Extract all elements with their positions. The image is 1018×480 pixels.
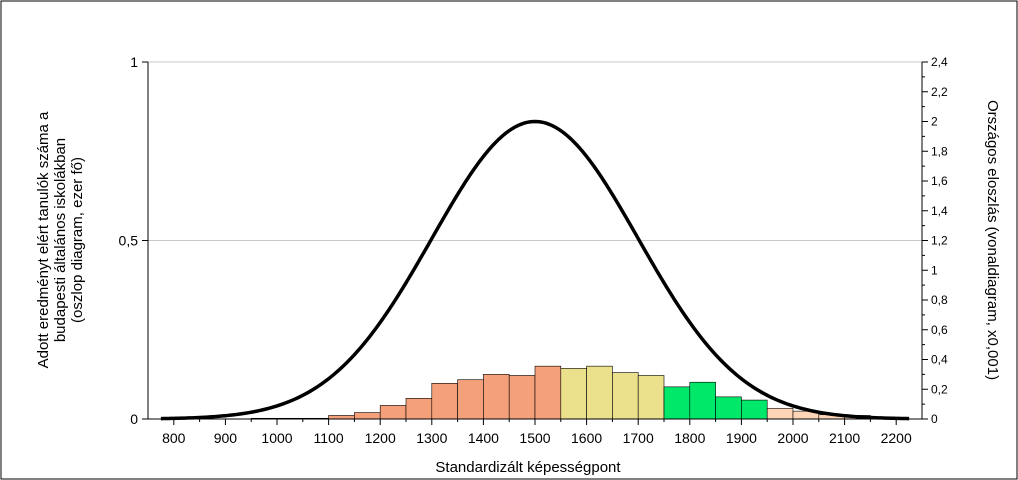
gridlines: [148, 61, 922, 241]
bar: [741, 399, 768, 420]
bar: [637, 375, 665, 420]
bar: [328, 415, 355, 420]
x-tick-label: 1700: [623, 430, 654, 446]
y-right-tick-label: 0,4: [931, 353, 948, 367]
y-right-tick-label: 0,8: [931, 293, 948, 307]
bar: [612, 372, 639, 420]
y-right-tick-label: 0,2: [931, 382, 948, 396]
distribution-line: [160, 119, 910, 421]
bar: [379, 405, 407, 420]
bar: [715, 396, 742, 420]
bar: [508, 375, 536, 420]
y-right-axis-title: Országos eloszlás (vonaldiagram, x0,001): [984, 100, 1001, 380]
y-left-tick-label: 0,5: [119, 233, 139, 249]
bar: [431, 382, 458, 420]
x-tick-label: 2100: [829, 430, 860, 446]
bar: [560, 368, 587, 420]
y-left-axis-title: Adott eredményt elért tanulók száma a bu…: [35, 111, 86, 368]
bar: [663, 386, 691, 420]
y-right-tick-label: 2,2: [931, 85, 948, 99]
bars: [250, 365, 897, 420]
svg-text:Adott eredményt elért tanulók: Adott eredményt elért tanulók száma a: [35, 111, 52, 368]
svg-text:(oszlop diagram, ezer fő): (oszlop diagram, ezer fő): [69, 157, 86, 323]
x-tick-label: 1200: [365, 430, 396, 446]
y-right-tick-label: 2: [931, 115, 938, 129]
x-tick-label: 1400: [468, 430, 499, 446]
bar: [457, 379, 484, 420]
x-tick-label: 1800: [674, 430, 705, 446]
y-right-tick-label: 1: [931, 263, 938, 277]
x-tick-label: 1300: [416, 430, 447, 446]
y-right-tick-labels: 0 0,2 0,4 0,6 0,8 1 1,2 1,4 1,6 1,8 2 2,2 2,4: [931, 55, 948, 426]
y-right-tick-label: 2,4: [931, 55, 948, 69]
y-right-tick-label: 0,6: [931, 323, 948, 337]
x-axis-title: Standardizált képességpont: [435, 459, 621, 476]
y-right-tick-label: 1,6: [931, 174, 948, 188]
y-right-tick-label: 0: [931, 412, 938, 426]
bar: [689, 381, 716, 420]
x-tick-label: 1500: [519, 430, 550, 446]
y-right-tick-label: 1,4: [931, 204, 948, 218]
bar: [766, 407, 794, 420]
bar: [405, 397, 433, 420]
x-tick-label: 2200: [881, 430, 912, 446]
y-right-tick-label: 1,2: [931, 234, 948, 248]
y-left-tick-labels: 00,51: [119, 54, 139, 427]
bar: [354, 412, 381, 420]
y-right-tick-label: 1,8: [931, 144, 948, 158]
x-tick-label: 1900: [726, 430, 757, 446]
svg-text:budapesti általános iskolákban: budapesti általános iskolákban: [52, 138, 69, 342]
x-tick-label: 900: [214, 430, 238, 446]
x-tick-label: 1000: [261, 430, 292, 446]
y-left-tick-label: 0: [130, 411, 138, 427]
x-tick-label: 800: [162, 430, 186, 446]
x-tick-labels: 800 900 1000 1100 1200 1300 1400 1500 1600 1700 18…: [162, 430, 912, 446]
bar: [483, 374, 510, 420]
bar: [586, 365, 613, 420]
x-tick-label: 1100: [314, 430, 344, 446]
y-left-tick-label: 1: [130, 54, 138, 70]
bar: [534, 365, 562, 420]
x-tick-label: 1600: [571, 430, 602, 446]
axes: [142, 61, 928, 425]
x-tick-label: 2000: [777, 430, 808, 446]
